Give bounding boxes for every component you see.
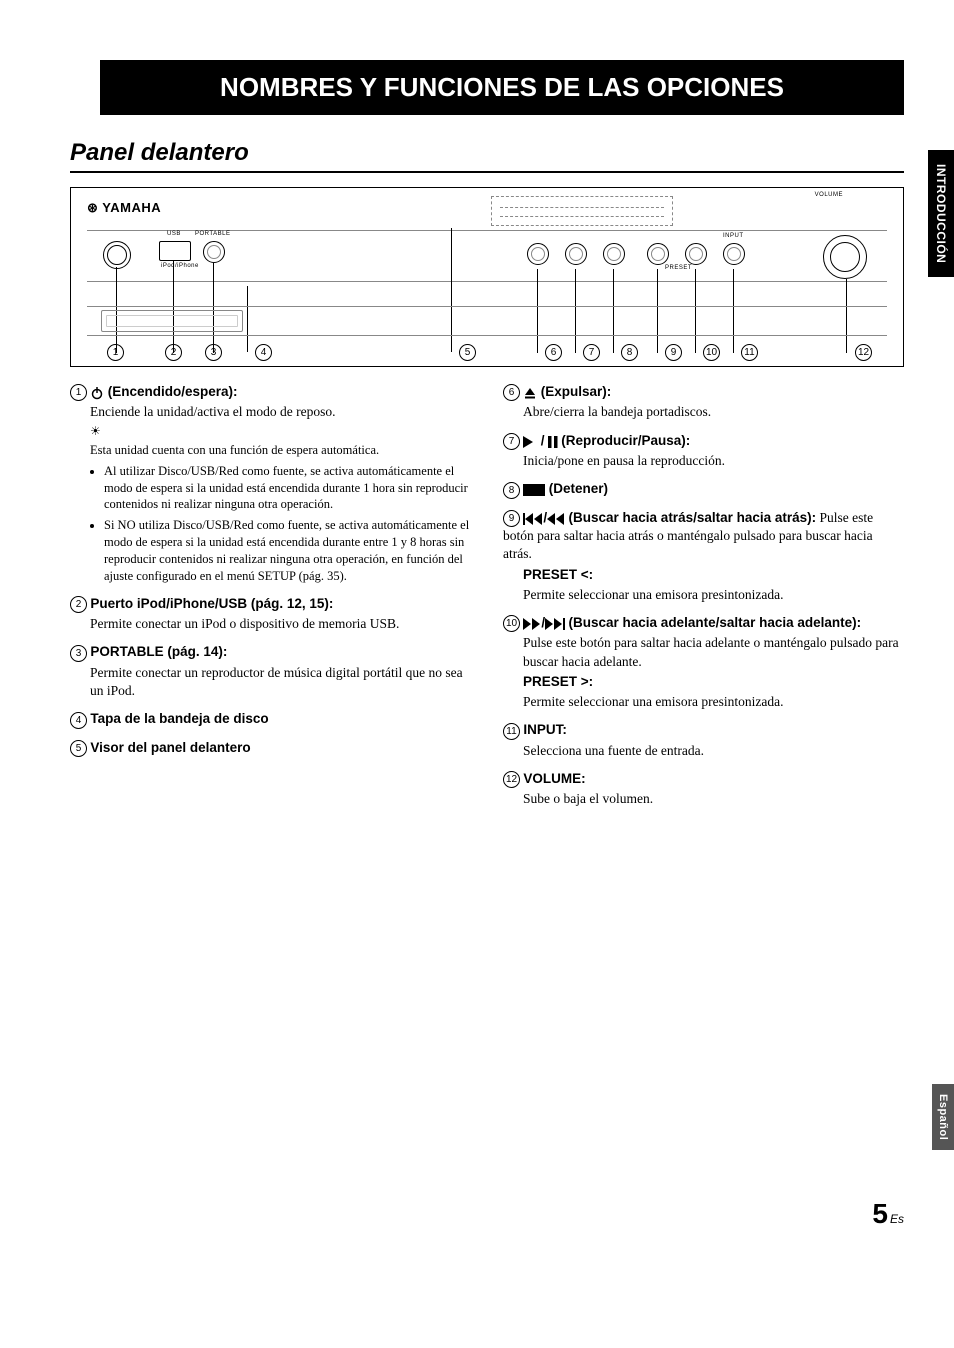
section-title: Panel delantero (70, 139, 904, 173)
list-item: Si NO utiliza Disco/USB/Red como fuente,… (104, 517, 471, 585)
play-icon (523, 436, 537, 448)
callout-numbers: 1 2 3 4 5 6 7 8 9 10 11 12 (87, 344, 887, 362)
stop-icon (523, 484, 545, 496)
pause-icon (548, 436, 558, 448)
front-panel-diagram: ⊛ YAMAHA VOLUME USB PORTABLE iPod/iPhone… (70, 187, 904, 367)
panel-top-strip: USB PORTABLE iPod/iPhone INPUT PRESET (87, 230, 887, 282)
left-column: 1 (Encendido/espera): Enciende la unidad… (70, 383, 471, 818)
hint-icon: ☀ (90, 423, 101, 439)
portable-label: PORTABLE (195, 231, 230, 237)
play-btn (565, 243, 587, 265)
input-label: INPUT (723, 233, 744, 239)
side-tab-introduccion: INTRODUCCIÓN (928, 150, 954, 277)
eject-icon (523, 386, 537, 400)
rewind-icon (547, 513, 565, 525)
display-area (491, 196, 673, 226)
list-item: Al utilizar Disco/USB/Red como fuente, s… (104, 463, 471, 514)
description-columns: 1 (Encendido/espera): Enciende la unidad… (70, 383, 904, 818)
usb-label: USB (167, 231, 181, 237)
item-5: 5 Visor del panel delantero (70, 739, 471, 757)
stop-btn (603, 243, 625, 265)
page-title: NOMBRES Y FUNCIONES DE LAS OPCIONES (100, 60, 904, 115)
item-12: 12 VOLUME: Sube o baja el volumen. (503, 770, 904, 809)
page-number: 5Es (872, 1198, 904, 1230)
item-8: 8 (Detener) (503, 480, 904, 498)
item-4: 4 Tapa de la bandeja de disco (70, 710, 471, 728)
skip-back-icon (523, 513, 543, 525)
input-btn (723, 243, 745, 265)
side-tab-espanol: Español (932, 1084, 954, 1150)
item-7: 7 / (Reproducir/Pausa): Inicia/pone en p… (503, 432, 904, 471)
preset-label: PRESET (665, 265, 692, 271)
item-1: 1 (Encendido/espera): Enciende la unidad… (70, 383, 471, 585)
right-column: 6 (Expulsar): Abre/cierra la bandeja por… (503, 383, 904, 818)
skip-fwd-icon (545, 618, 565, 630)
power-knob (103, 241, 131, 269)
portable-jack (203, 241, 225, 263)
disc-tray (101, 310, 243, 332)
volume-knob (823, 235, 867, 279)
fast-fwd-icon (523, 618, 541, 630)
eject-btn (527, 243, 549, 265)
volume-label: VOLUME (815, 192, 843, 198)
prev-btn (647, 243, 669, 265)
power-icon (90, 386, 104, 400)
usb-port (159, 241, 191, 261)
next-btn (685, 243, 707, 265)
item-9: 9 / (Buscar hacia atrás/saltar hacia atr… (503, 509, 904, 604)
item-3: 3 PORTABLE (pág. 14): Permite conectar u… (70, 643, 471, 700)
item-10: 10 / (Buscar hacia adelante/saltar hacia… (503, 614, 904, 711)
brand-logo: ⊛ YAMAHA (87, 200, 161, 215)
item-2: 2 Puerto iPod/iPhone/USB (pág. 12, 15): … (70, 595, 471, 634)
item-1-bullets: Al utilizar Disco/USB/Red como fuente, s… (90, 463, 471, 585)
item-11: 11 INPUT: Selecciona una fuente de entra… (503, 721, 904, 760)
ipod-label: iPod/iPhone (161, 263, 199, 269)
item-6: 6 (Expulsar): Abre/cierra la bandeja por… (503, 383, 904, 422)
